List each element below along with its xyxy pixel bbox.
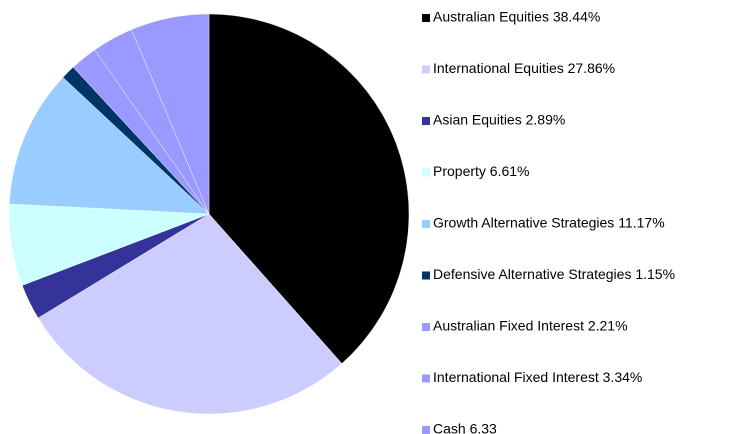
legend-swatch xyxy=(422,220,430,228)
legend-swatch xyxy=(422,426,430,434)
legend-label: Growth Alternative Strategies 11.17% xyxy=(433,215,665,231)
legend-swatch xyxy=(422,14,430,22)
legend-label: International Fixed Interest 3.34% xyxy=(433,369,642,385)
legend-swatch xyxy=(422,271,430,280)
legend-label: Australian Equities 38.44% xyxy=(433,9,600,25)
legend-label: International Equities 27.86% xyxy=(433,60,615,76)
legend-label: Property 6.61% xyxy=(433,163,530,179)
legend-label: Defensive Alternative Strategies 1.15% xyxy=(433,266,675,282)
legend-swatch xyxy=(422,323,430,331)
legend-label: Cash 6.33 xyxy=(433,421,497,434)
legend-swatch xyxy=(422,117,430,125)
pie-slice xyxy=(37,213,343,415)
legend-label: Australian Fixed Interest 2.21% xyxy=(433,318,628,334)
legend-swatch xyxy=(422,65,430,74)
pie-slice xyxy=(131,13,210,215)
legend-label: Asian Equities 2.89% xyxy=(433,112,565,128)
legend-swatch xyxy=(422,374,430,383)
pie-slice xyxy=(9,77,210,215)
pie-slice xyxy=(208,13,410,364)
legend-swatch xyxy=(422,168,430,177)
